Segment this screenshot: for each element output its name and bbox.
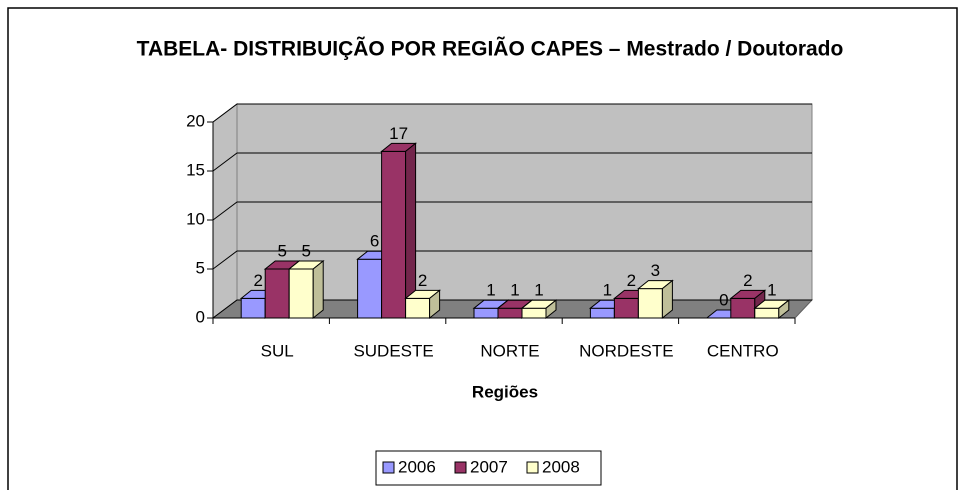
data-label: 5 xyxy=(277,241,286,260)
bar xyxy=(288,268,314,319)
data-label: 1 xyxy=(767,281,776,300)
bar xyxy=(405,297,431,319)
data-label: 3 xyxy=(651,261,660,280)
data-label: 5 xyxy=(301,241,310,260)
y-tick-label: 15 xyxy=(186,160,205,179)
x-tick-label: SUDESTE xyxy=(353,341,433,360)
data-label: 17 xyxy=(389,124,408,143)
legend-swatch xyxy=(382,461,395,474)
data-label: 2 xyxy=(743,271,752,290)
grid-line xyxy=(212,201,812,221)
legend-swatch xyxy=(526,461,539,474)
data-label: 0 xyxy=(719,290,728,309)
x-tick-label: NORTE xyxy=(480,341,539,360)
bar xyxy=(497,307,523,319)
data-label: 1 xyxy=(534,281,543,300)
data-label: 6 xyxy=(370,232,379,251)
bar-side xyxy=(312,259,324,320)
bar xyxy=(637,288,663,319)
bar-side xyxy=(661,279,673,320)
y-tick-label: 20 xyxy=(186,111,205,130)
legend-label: 2006 xyxy=(398,457,436,476)
legend-label: 2008 xyxy=(542,457,580,476)
data-label: 2 xyxy=(627,271,636,290)
y-tick-label: 10 xyxy=(186,209,205,228)
bar-side xyxy=(778,299,790,320)
grid-line xyxy=(212,250,812,270)
y-tick-label: 5 xyxy=(196,258,205,277)
data-label: 2 xyxy=(418,271,427,290)
bar xyxy=(589,307,615,319)
bar xyxy=(240,297,266,319)
bar xyxy=(754,307,780,319)
grid-line xyxy=(212,152,812,172)
data-label: 2 xyxy=(253,271,262,290)
bar xyxy=(381,150,407,319)
bar xyxy=(357,258,383,319)
data-label: 1 xyxy=(603,281,612,300)
bar-side xyxy=(429,289,441,320)
bar xyxy=(473,307,499,319)
bar xyxy=(730,297,756,319)
legend-swatch xyxy=(454,461,467,474)
bar xyxy=(264,268,290,319)
bar-side xyxy=(545,299,557,320)
x-tick-label: NORDESTE xyxy=(579,341,673,360)
data-label: 1 xyxy=(486,281,495,300)
y-tick-label: 0 xyxy=(196,307,205,326)
x-tick-label: CENTRO xyxy=(707,341,779,360)
grid-line xyxy=(212,103,812,123)
x-axis-title: Regiões xyxy=(472,382,538,401)
legend-label: 2007 xyxy=(470,457,508,476)
bar xyxy=(521,307,547,319)
chart-title: TABELA- DISTRIBUIÇÃO POR REGIÃO CAPES – … xyxy=(137,38,844,61)
bar xyxy=(613,297,639,319)
data-label: 1 xyxy=(510,281,519,300)
x-tick-label: SUL xyxy=(261,341,294,360)
legend-box xyxy=(375,450,602,486)
